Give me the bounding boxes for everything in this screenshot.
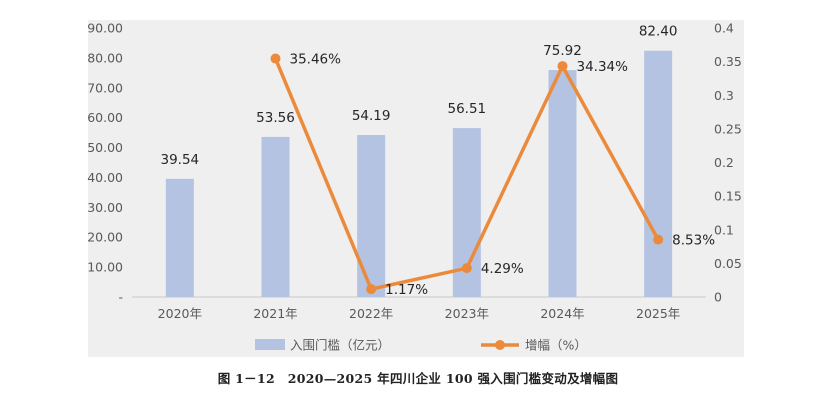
left-tick-label: 40.00 (87, 170, 123, 185)
right-tick-label: 0 (714, 290, 722, 305)
plot-background (88, 20, 744, 357)
right-tick-label: 0.05 (714, 256, 742, 271)
figure-caption: 图 1－12 2020—2025 年四川企业 100 强入围门槛变动及增幅图 (217, 371, 619, 386)
left-tick-label: 60.00 (87, 110, 123, 125)
left-tick-label: 10.00 (87, 260, 123, 275)
left-tick-label: 50.00 (87, 140, 123, 155)
bar-value-label: 75.92 (543, 43, 582, 59)
legend-line-label: 增幅（%） (525, 338, 587, 353)
left-axis-ticks: - 10.00 20.00 30.00 40.00 50.00 60.00 70.00 80.0… (87, 21, 123, 305)
line-series: 35.46% 1.17% 4.29% 34.34% 8.53% (270, 52, 715, 298)
line-marker (461, 263, 472, 274)
left-tick-label: 70.00 (87, 80, 123, 95)
category-label: 2023年 (445, 306, 489, 321)
bar (165, 178, 194, 297)
category-label: 2025年 (636, 306, 680, 321)
right-tick-label: 0.15 (714, 189, 742, 204)
left-tick-label: - (118, 290, 123, 305)
bar (548, 70, 577, 297)
right-tick-label: 0.1 (714, 222, 734, 237)
line-marker (366, 284, 377, 295)
category-label: 2024年 (540, 306, 584, 321)
bar-value-label: 56.51 (448, 101, 487, 117)
left-tick-label: 30.00 (87, 200, 123, 215)
line-marker (557, 61, 568, 72)
bar-value-label: 39.54 (161, 152, 200, 168)
bar (357, 135, 386, 297)
category-label: 2021年 (253, 306, 297, 321)
right-tick-label: 0.4 (714, 21, 734, 36)
line-value-label: 34.34% (577, 59, 629, 75)
line-marker (270, 53, 281, 64)
right-axis-ticks: 0 0.05 0.1 0.15 0.2 0.25 0.3 0.35 0.4 (714, 21, 742, 305)
legend: 入围门槛（亿元） 增幅（%） (255, 338, 587, 353)
bar (261, 136, 290, 297)
line-value-label: 1.17% (385, 282, 428, 298)
line-value-label: 8.53% (672, 233, 715, 249)
line-value-label: 4.29% (481, 261, 524, 277)
left-tick-label: 90.00 (87, 21, 123, 36)
right-tick-label: 0.25 (714, 121, 742, 136)
right-tick-label: 0.2 (714, 155, 734, 170)
x-axis-labels: 2020年 2021年 2022年 2023年 2024年 2025年 (158, 306, 681, 321)
line-marker (653, 234, 664, 245)
legend-bar-label: 入围门槛（亿元） (290, 338, 390, 353)
category-label: 2022年 (349, 306, 393, 321)
line-value-label: 35.46% (290, 52, 342, 68)
left-tick-label: 20.00 (87, 230, 123, 245)
bar-value-label: 53.56 (256, 110, 295, 126)
right-tick-label: 0.35 (714, 54, 742, 69)
category-label: 2020年 (158, 306, 202, 321)
bar (644, 50, 673, 297)
legend-bar-swatch (255, 339, 285, 350)
bar-series: 39.54 53.56 54.19 56.51 75.92 82.40 (161, 24, 678, 297)
legend-line-marker (495, 340, 505, 350)
right-tick-label: 0.3 (714, 88, 734, 103)
bar-value-label: 82.40 (639, 24, 678, 40)
bar-value-label: 54.19 (352, 108, 391, 124)
left-tick-label: 80.00 (87, 50, 123, 65)
